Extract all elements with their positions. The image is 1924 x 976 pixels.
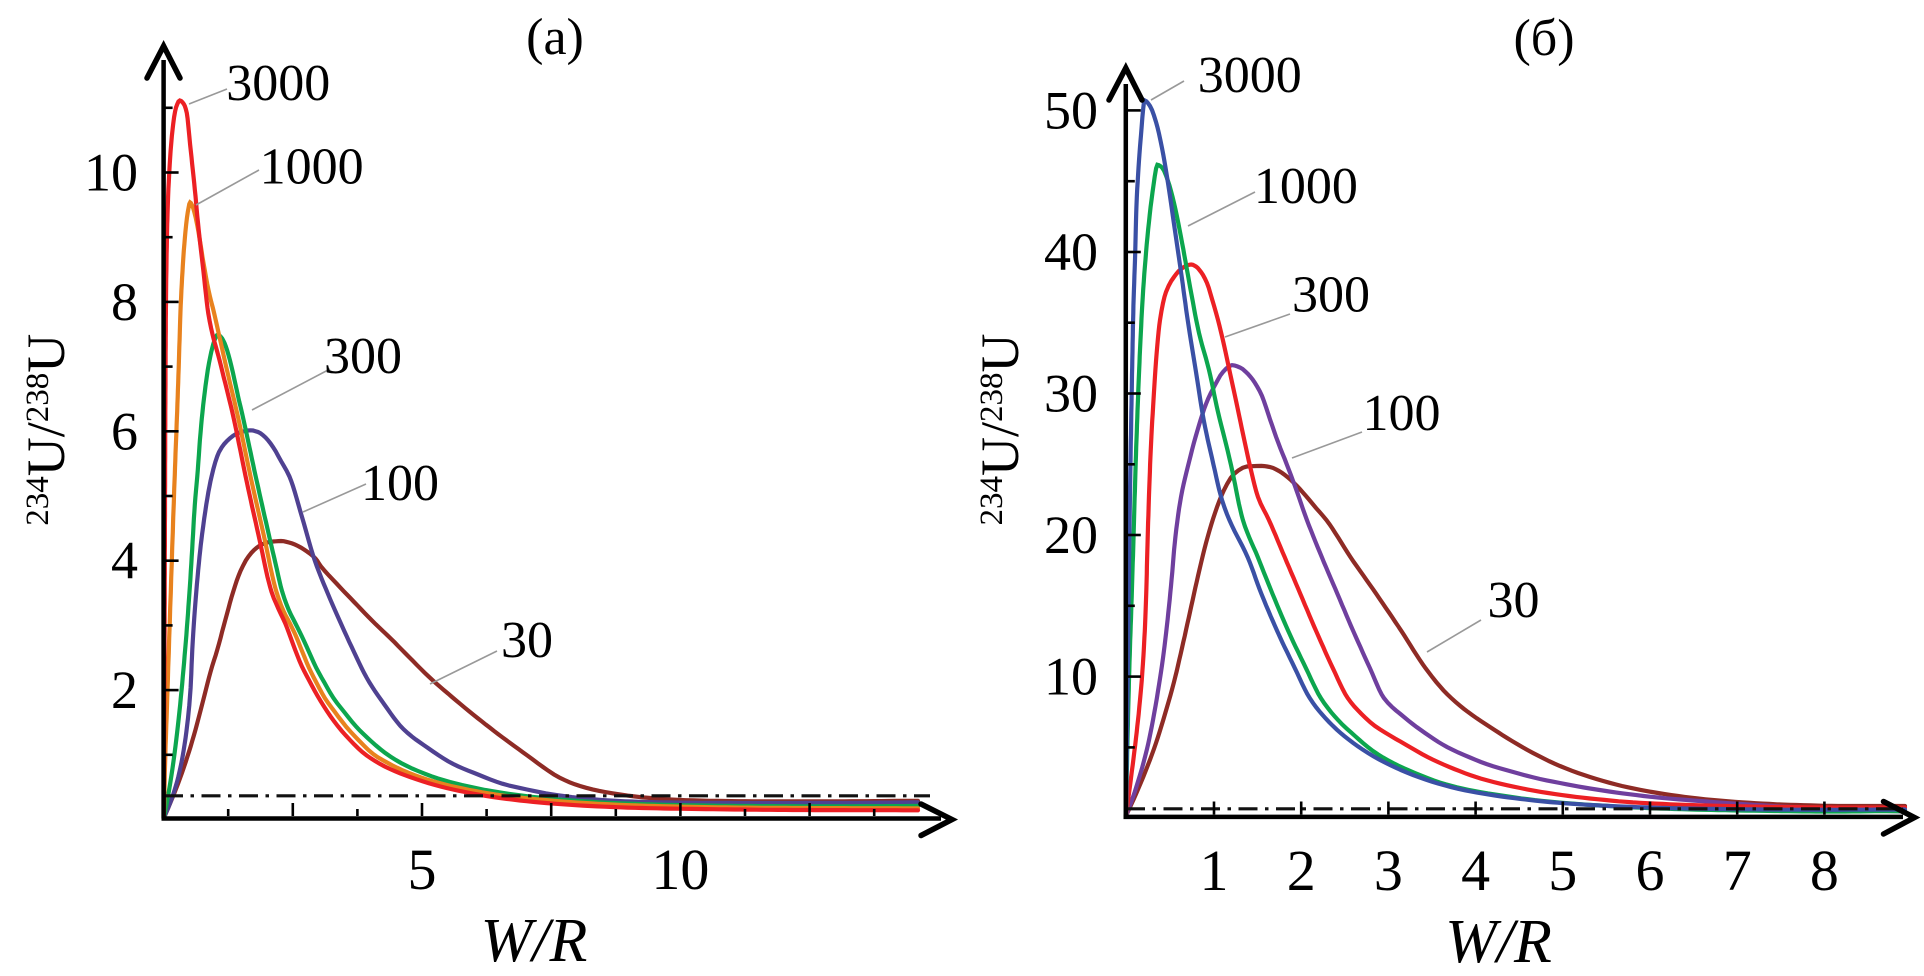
svg-text:234U/238U: 234U/238U [16,334,76,526]
svg-text:4: 4 [1461,838,1490,903]
svg-text:W/R: W/R [1445,908,1552,971]
svg-text:100: 100 [1363,385,1441,442]
svg-text:300: 300 [1292,267,1370,324]
svg-text:4: 4 [111,531,138,591]
svg-text:300: 300 [324,328,402,385]
svg-text:10: 10 [1044,647,1098,707]
svg-text:30: 30 [1488,572,1540,629]
svg-text:3000: 3000 [226,55,330,112]
svg-text:234U/238U: 234U/238U [970,334,1030,526]
svg-text:1000: 1000 [1254,158,1358,215]
svg-text:7: 7 [1723,838,1752,903]
svg-text:10: 10 [84,143,138,203]
svg-text:6: 6 [111,401,138,461]
svg-text:2: 2 [1287,838,1316,903]
svg-text:50: 50 [1044,80,1098,140]
svg-text:8: 8 [1810,838,1839,903]
svg-text:40: 40 [1044,222,1098,282]
svg-text:(a): (a) [526,9,584,66]
svg-text:1000: 1000 [260,139,364,196]
svg-text:6: 6 [1636,838,1665,903]
svg-text:20: 20 [1044,505,1098,565]
svg-text:2: 2 [111,660,138,720]
svg-text:10: 10 [651,837,709,902]
svg-text:5: 5 [1548,838,1577,903]
svg-text:3000: 3000 [1198,47,1302,104]
svg-text:5: 5 [408,837,437,902]
svg-text:W/R: W/R [481,907,588,971]
svg-text:30: 30 [501,612,553,669]
svg-text:3: 3 [1374,838,1403,903]
svg-text:8: 8 [111,272,138,332]
svg-text:1: 1 [1200,838,1229,903]
svg-text:100: 100 [361,455,439,512]
svg-text:(б): (б) [1513,10,1574,67]
svg-text:30: 30 [1044,364,1098,424]
